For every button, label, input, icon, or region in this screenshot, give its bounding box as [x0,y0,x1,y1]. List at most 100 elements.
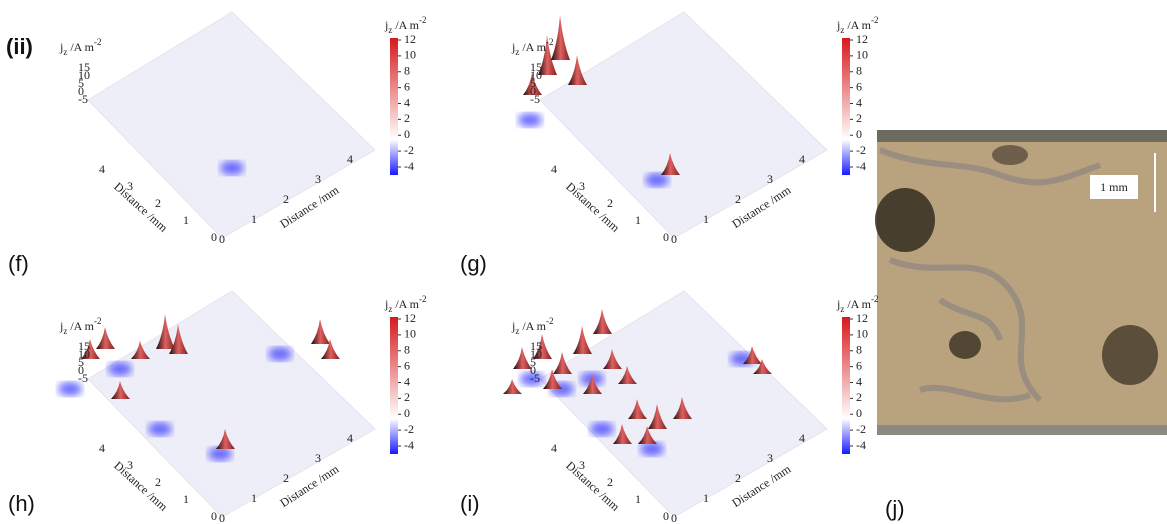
z-label-part: /A m [67,319,94,333]
peak [593,309,612,334]
z-label-part: -2 [94,37,102,47]
colorbar-tick-label: -2 [856,422,866,436]
z-tick-label: 10 [78,68,90,82]
z-tick-label: 0 [78,363,84,377]
z-tick-label: 15 [530,339,542,353]
dip [640,442,664,456]
peak [533,334,552,359]
colorbar-title-part: /A m [392,18,419,32]
colorbar-title-part: /A m [844,297,871,311]
z-axis-label: jz /A m-2 [59,316,102,336]
colorbar-tick-label: 0 [856,127,862,141]
z-label-part: j [511,40,515,54]
peak [111,381,130,399]
z-tick-label: 5 [78,355,84,369]
z-tick-label: 15 [530,60,542,74]
right-tick-label: 4 [347,152,353,166]
peak [503,379,522,394]
colorbar-tick-label: 2 [404,111,410,125]
colorbar-tick-label: 8 [856,343,862,357]
header-label: (ii) [6,34,33,59]
colorbar-title: jz /A m-2 [384,15,427,35]
right-tick-label: 1 [703,491,709,505]
colorbar-title-part: -2 [419,294,427,304]
colorbar-title-part: z [388,25,392,35]
colorbar-tick-label: 10 [856,48,868,62]
colorbar-tick-label: 4 [856,374,862,388]
left-axis-label: Distance /mm [563,458,623,514]
z-tick-label: 0 [78,84,84,98]
colorbar-tick-label: 4 [404,374,410,388]
left-axis-label: Distance /mm [111,458,171,514]
panel-label: (g) [460,251,487,276]
left-axis-label: Distance /mm [111,179,171,235]
peak [573,326,592,354]
colorbar [390,38,398,175]
z-label-part: j [511,319,515,333]
left-tick-label: 3 [127,458,133,472]
right-tick-label: 3 [767,451,773,465]
left-tick-label: 0 [663,230,669,244]
colorbar-tick-label: 0 [404,406,410,420]
colorbar-tick-label: -4 [856,438,866,452]
peak [311,319,330,344]
colorbar-tick-label: 8 [404,64,410,78]
left-tick-label: 1 [635,492,641,506]
z-tick-label: 10 [78,347,90,361]
peak [543,369,562,389]
z-axis-label: jz /A m-2 [59,37,102,57]
colorbar-tick-label: -4 [404,159,414,173]
left-tick-label: 3 [579,179,585,193]
colorbar-tick-label: 10 [856,327,868,341]
right-tick-label: 3 [315,451,321,465]
z-label-part: z [515,47,519,57]
dip [220,161,244,175]
colorbar-title-part: /A m [844,18,871,32]
right-tick-label: 4 [799,431,805,445]
colorbar-title: jz /A m-2 [384,294,427,314]
colorbar-tick-label: 10 [404,327,416,341]
colorbar-tick-label: 8 [404,343,410,357]
z-tick-label: 10 [530,347,542,361]
colorbar-tick-label: 12 [856,311,868,325]
peak [81,339,100,359]
colorbar [842,38,850,175]
colorbar-tick-label: -2 [404,422,414,436]
panel-label: (j) [885,496,905,521]
surface [87,11,376,239]
z-tick-label: 0 [530,84,536,98]
colorbar-tick-label: 0 [404,127,410,141]
colorbar-tick-label: 2 [856,111,862,125]
z-label-part: j [59,40,63,54]
colorbar-tick-label: -4 [404,438,414,452]
z-tick-label: -5 [530,92,540,106]
peak [216,429,235,449]
colorbar-title-part: j [836,297,840,311]
z-label-part: z [515,326,519,336]
panel-label: (f) [8,251,29,276]
peak [553,352,572,374]
right-tick-label: 0 [219,511,225,524]
left-tick-label: 3 [127,179,133,193]
right-tick-label: 1 [251,491,257,505]
right-tick-label: 2 [735,471,741,485]
panel-label: (h) [8,491,35,516]
colorbar-tick-label: 4 [856,95,862,109]
left-tick-label: 4 [99,441,105,455]
right-tick-label: 0 [219,232,225,246]
left-tick-label: 2 [607,475,613,489]
colorbar-tick-label: 0 [856,406,862,420]
left-tick-label: 2 [155,475,161,489]
left-tick-label: 4 [551,441,557,455]
right-tick-label: 0 [671,232,677,246]
colorbar-tick-label: 6 [856,358,862,372]
right-tick-label: 2 [735,192,741,206]
z-tick-label: 5 [530,76,536,90]
colorbar-tick-label: 6 [404,79,410,93]
z-axis-label: jz /A m-2 [511,316,554,336]
right-tick-label: 0 [671,511,677,524]
dip [148,422,172,436]
